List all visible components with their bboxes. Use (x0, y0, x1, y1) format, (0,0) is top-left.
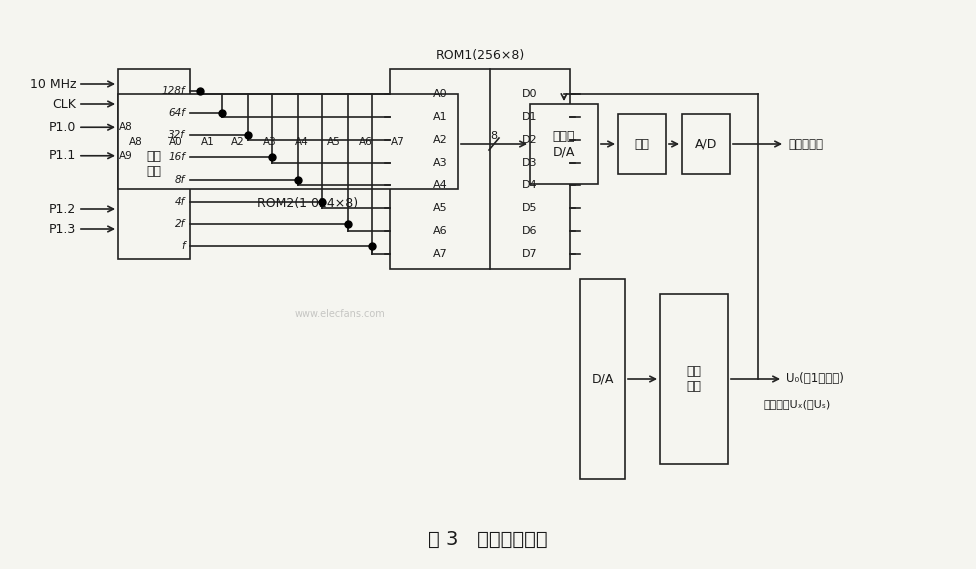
FancyBboxPatch shape (580, 279, 625, 479)
Text: A7: A7 (391, 137, 405, 146)
Text: A1: A1 (432, 112, 447, 122)
Text: A5: A5 (432, 203, 447, 213)
Text: A6: A6 (359, 137, 373, 146)
Text: 10 MHz: 10 MHz (29, 77, 76, 90)
Text: D0: D0 (522, 89, 538, 99)
Text: 图 3   相敏检波电路: 图 3 相敏检波电路 (428, 530, 548, 549)
FancyBboxPatch shape (530, 104, 598, 184)
Text: A0: A0 (169, 137, 183, 146)
Text: A3: A3 (264, 137, 277, 146)
Text: 8: 8 (490, 131, 498, 141)
Text: D3: D3 (522, 158, 538, 168)
Text: 滤波: 滤波 (634, 138, 649, 150)
Text: D1: D1 (522, 112, 538, 122)
Text: A9: A9 (119, 151, 133, 161)
Text: ROM1(256×8): ROM1(256×8) (435, 48, 525, 61)
FancyBboxPatch shape (682, 114, 730, 174)
Text: 被测信号Uₓ(或Uₛ): 被测信号Uₓ(或Uₛ) (763, 399, 831, 409)
Text: 乘法型
D/A: 乘法型 D/A (552, 130, 575, 158)
Text: A2: A2 (432, 135, 447, 145)
Text: 32f: 32f (168, 130, 185, 141)
Text: 滤波
放大: 滤波 放大 (686, 365, 702, 393)
FancyBboxPatch shape (118, 94, 458, 189)
Text: A8: A8 (119, 122, 133, 132)
Text: f: f (182, 241, 185, 251)
Text: D6: D6 (522, 226, 538, 236)
Text: 数字
分频: 数字 分频 (146, 150, 161, 178)
Text: www.elecfans.com: www.elecfans.com (295, 309, 386, 319)
FancyBboxPatch shape (660, 294, 728, 464)
Text: A2: A2 (231, 137, 245, 146)
Text: A5: A5 (327, 137, 341, 146)
Text: D2: D2 (522, 135, 538, 145)
Text: D7: D7 (522, 249, 538, 259)
Text: 4f: 4f (175, 197, 185, 207)
FancyBboxPatch shape (118, 69, 190, 259)
FancyBboxPatch shape (390, 69, 570, 269)
Text: A4: A4 (295, 137, 308, 146)
Text: P1.0: P1.0 (49, 121, 76, 134)
Text: CLK: CLK (52, 97, 76, 110)
Text: A3: A3 (432, 158, 447, 168)
Text: A/D: A/D (695, 138, 717, 150)
Text: D/A: D/A (591, 373, 614, 386)
Text: 8f: 8f (175, 175, 185, 184)
Text: A8: A8 (129, 137, 142, 146)
Text: 64f: 64f (168, 108, 185, 118)
FancyBboxPatch shape (618, 114, 666, 174)
Text: 16f: 16f (168, 152, 185, 162)
Text: D5: D5 (522, 203, 538, 213)
Text: 2f: 2f (175, 219, 185, 229)
Text: U₀(图1信号源): U₀(图1信号源) (786, 373, 844, 386)
Text: D4: D4 (522, 180, 538, 191)
Text: A4: A4 (432, 180, 447, 191)
Text: A7: A7 (432, 249, 447, 259)
Text: ROM2(1 024×8): ROM2(1 024×8) (258, 196, 358, 209)
Text: 128f: 128f (161, 86, 185, 96)
Text: 至微处理器: 至微处理器 (788, 138, 823, 150)
Text: P1.2: P1.2 (49, 203, 76, 216)
Text: P1.1: P1.1 (49, 149, 76, 162)
Text: A6: A6 (432, 226, 447, 236)
Text: A1: A1 (201, 137, 215, 146)
Text: P1.3: P1.3 (49, 222, 76, 236)
Text: A0: A0 (432, 89, 447, 99)
